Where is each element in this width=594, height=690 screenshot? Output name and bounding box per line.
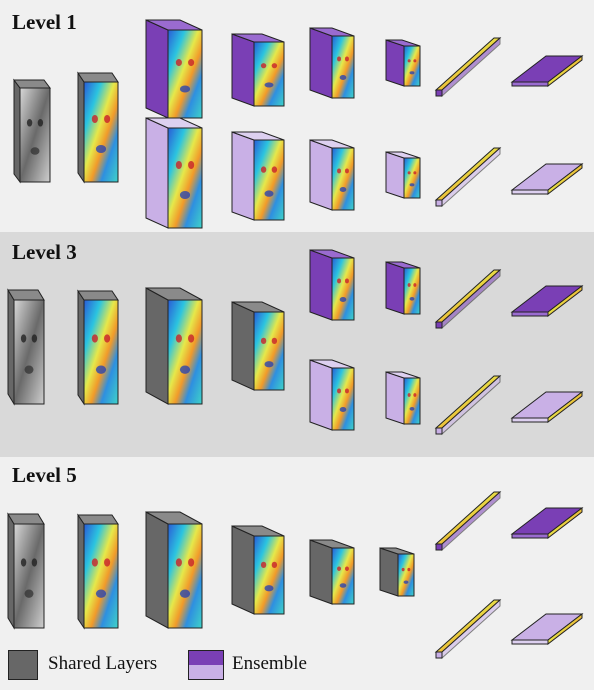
shared-layers-swatch — [8, 650, 38, 680]
ensemble-b-fc-l1 — [434, 146, 502, 208]
ensemble-a-conv4-l3 — [309, 249, 355, 321]
ensemble-a-fc-l3 — [434, 268, 502, 330]
ensemble-a-fc-l5 — [434, 490, 502, 552]
input-image-l1 — [13, 78, 51, 184]
ensemble-a-fc-l1 — [434, 36, 502, 98]
ensemble-b-output-l1 — [510, 162, 584, 196]
input-image-l3 — [7, 288, 45, 406]
ensemble-label: Ensemble — [232, 653, 307, 674]
shared-conv3-l3 — [231, 301, 285, 391]
shared-layers-label: Shared Layers — [48, 653, 158, 674]
ensemble-b-conv5-l3 — [385, 371, 421, 425]
ensemble-b-conv4-l1 — [385, 151, 421, 199]
ensemble-b-conv1-l1 — [145, 117, 203, 229]
ensemble-a-conv2-l1 — [231, 33, 285, 107]
level-3-title: Level 3 — [12, 240, 77, 264]
shared-conv2-l5 — [145, 511, 203, 629]
ensemble-b-output-l3 — [510, 390, 584, 424]
input-image-l5 — [7, 512, 45, 630]
shared-conv2-l3 — [145, 287, 203, 405]
ensemble-swatch — [188, 650, 224, 680]
ensemble-b-conv4-l3 — [309, 359, 355, 431]
level-5-title: Level 5 — [12, 463, 77, 487]
shared-conv3-l5 — [231, 525, 285, 615]
legend: Shared Layers Ensemble — [8, 648, 588, 684]
ensemble-b-fc-l3 — [434, 374, 502, 436]
shared-conv5-l5 — [379, 547, 415, 597]
ensemble-b-output-l5 — [510, 612, 584, 646]
ensemble-a-output-l5 — [510, 506, 584, 540]
ensemble-b-conv2-l1 — [231, 131, 285, 221]
ensemble-a-conv4-l1 — [385, 39, 421, 87]
ensemble-a-conv1-l1 — [145, 19, 203, 119]
ensemble-b-conv3-l1 — [309, 139, 355, 211]
ensemble-a-output-l1 — [510, 54, 584, 88]
ensemble-a-output-l3 — [510, 284, 584, 318]
shared-conv1-l5 — [77, 513, 119, 630]
shared-conv-l1 — [77, 71, 119, 184]
ensemble-b-fc-l5 — [434, 598, 502, 660]
shared-conv4-l5 — [309, 539, 355, 605]
level-1-title: Level 1 — [12, 10, 77, 34]
ensemble-a-conv5-l3 — [385, 261, 421, 315]
ensemble-a-conv3-l1 — [309, 27, 355, 99]
shared-conv1-l3 — [77, 289, 119, 406]
